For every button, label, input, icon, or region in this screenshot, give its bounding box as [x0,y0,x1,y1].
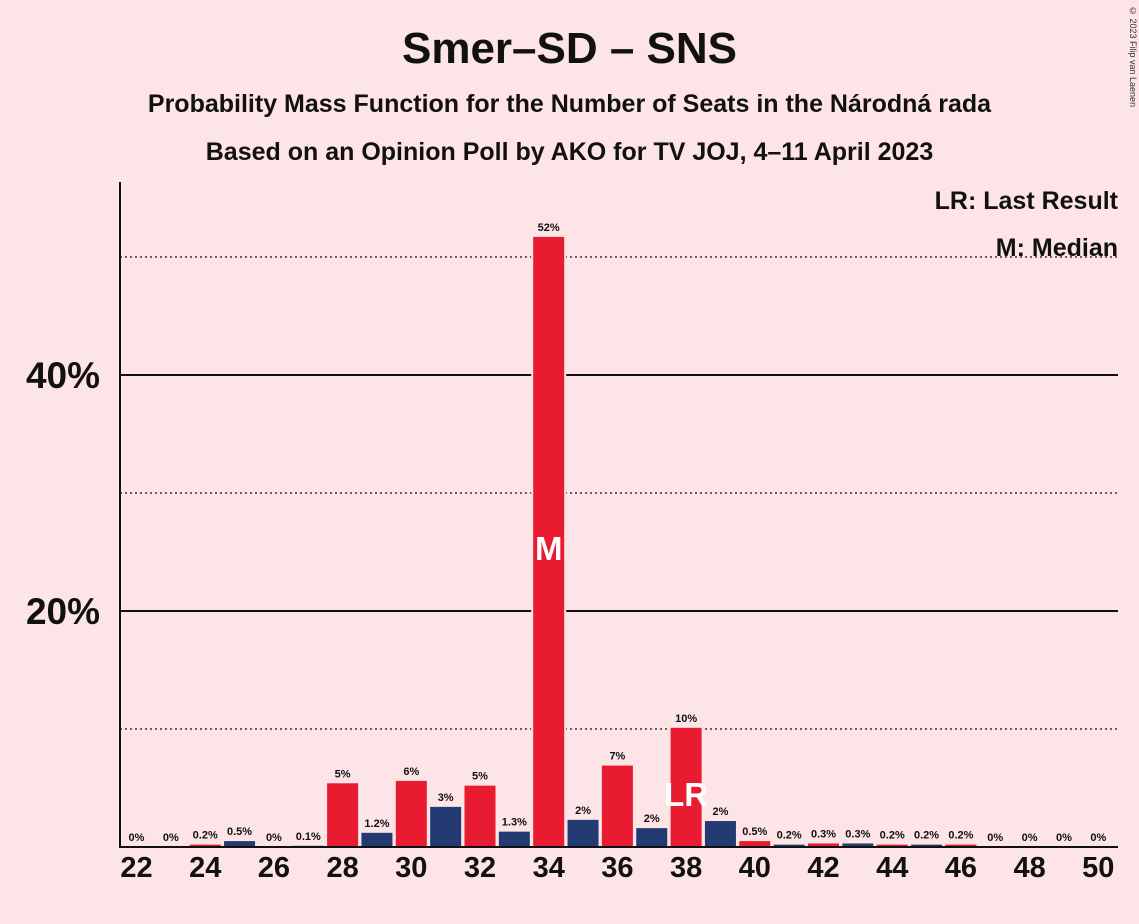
x-tick-label-44: 44 [876,852,908,884]
copyright-notice: © 2023 Filip van Laenen [1128,6,1138,108]
bar-seat-42 [808,843,839,847]
bar-seat-25 [224,841,256,847]
bar-label-seat-24: 0.2% [193,830,218,842]
bar-label-seat-49: 0% [1056,832,1072,844]
bar-label-seat-31: 3% [438,792,454,804]
x-tick-label-24: 24 [189,852,221,884]
last-result-marker: LR [664,776,708,813]
bar-label-seat-29: 1.2% [364,818,389,830]
bar-seat-39 [704,821,736,847]
bar-label-seat-50: 0% [1090,832,1106,844]
y-tick-label-40: 40% [26,355,100,396]
x-tick-label-42: 42 [807,852,839,884]
x-tick-label-36: 36 [601,852,633,884]
bar-label-seat-46: 0.2% [948,830,973,842]
bar-label-seat-27: 0.1% [296,831,321,843]
bar-label-seat-28: 5% [335,768,351,780]
bar-label-seat-22: 0% [129,832,145,844]
bar-label-seat-47: 0% [987,832,1003,844]
bar-seat-35 [567,819,599,847]
legend: LR: Last Result M: Median [935,187,1119,262]
bar-label-seat-37: 2% [644,813,660,825]
x-tick-label-50: 50 [1082,852,1114,884]
bar-seat-29 [361,832,393,847]
x-tick-label-40: 40 [739,852,771,884]
bar-label-seat-40: 0.5% [742,826,767,838]
bar-label-seat-25: 0.5% [227,826,252,838]
bar-labels: 0.2% 0% 5% 6% 5% 52% 7% 10% 0.5% 0.3% 0.2% 0.2% 0% 0%… [129,222,1107,844]
y-tick-label-20: 20% [26,591,100,632]
bar-seat-46 [945,844,977,847]
x-tick-label-22: 22 [120,852,152,884]
chart-subtitle: Probability Mass Function for the Number… [147,90,992,118]
bar-label-seat-44: 0.2% [880,830,905,842]
bar-label-seat-32: 5% [472,771,488,783]
bar-outline-27 [290,843,326,847]
chart-subtitle-poll: Based on an Opinion Poll by AKO for TV J… [205,138,934,166]
bar-label-seat-35: 2% [575,805,591,817]
bar-seat-31 [430,806,462,847]
x-tick-label-38: 38 [670,852,702,884]
bar-seat-28 [327,783,359,847]
bar-seat-36 [601,765,633,847]
bar-label-seat-48: 0% [1022,832,1038,844]
bar-seat-34 [533,236,565,847]
bar-label-seat-45: 0.2% [914,830,939,842]
x-tick-label-30: 30 [395,852,427,884]
bar-seat-43 [842,843,874,847]
bar-seat-44 [876,844,908,847]
bar-seat-33 [498,831,530,847]
bar-label-seat-30: 6% [403,766,419,778]
bar-seat-41 [773,844,805,847]
bar-seat-45 [911,844,943,847]
bar-label-seat-26: 0% [266,832,282,844]
x-tick-label-46: 46 [945,852,977,884]
x-tick-label-48: 48 [1013,852,1045,884]
x-tick-label-32: 32 [464,852,496,884]
legend-median: M: Median [996,234,1118,262]
axes: 20% 40% 22 24 26 28 30 32 34 36 38 40 42 44 46 48 50 [26,182,1118,884]
bar-seat-30 [395,780,427,847]
bar-seat-24 [189,844,221,847]
bar-label-seat-41: 0.2% [777,830,802,842]
bar-label-seat-42: 0.3% [811,828,836,840]
x-tick-label-34: 34 [533,852,565,884]
result-marks: M LR [535,530,708,813]
bar-label-seat-33: 1.3% [502,817,527,829]
bar-seat-32 [464,785,496,847]
bar-seat-38 [670,727,702,847]
x-tick-label-26: 26 [258,852,290,884]
bar-seat-37 [636,828,668,847]
bar-label-seat-39: 2% [712,806,728,818]
x-tick-label-28: 28 [326,852,358,884]
bar-label-seat-34: 52% [538,222,560,234]
bar-seat-40 [739,841,771,847]
bar-label-seat-23: 0% [163,832,179,844]
bar-label-seat-43: 0.3% [845,828,870,840]
gridlines [120,256,1118,730]
bar-label-seat-38: 10% [675,713,697,725]
bar-label-seat-36: 7% [609,751,625,763]
median-marker: M [535,530,563,567]
chart-title: Smer–SD – SNS [401,24,738,73]
legend-last-result: LR: Last Result [935,187,1119,215]
bars [119,234,1116,847]
